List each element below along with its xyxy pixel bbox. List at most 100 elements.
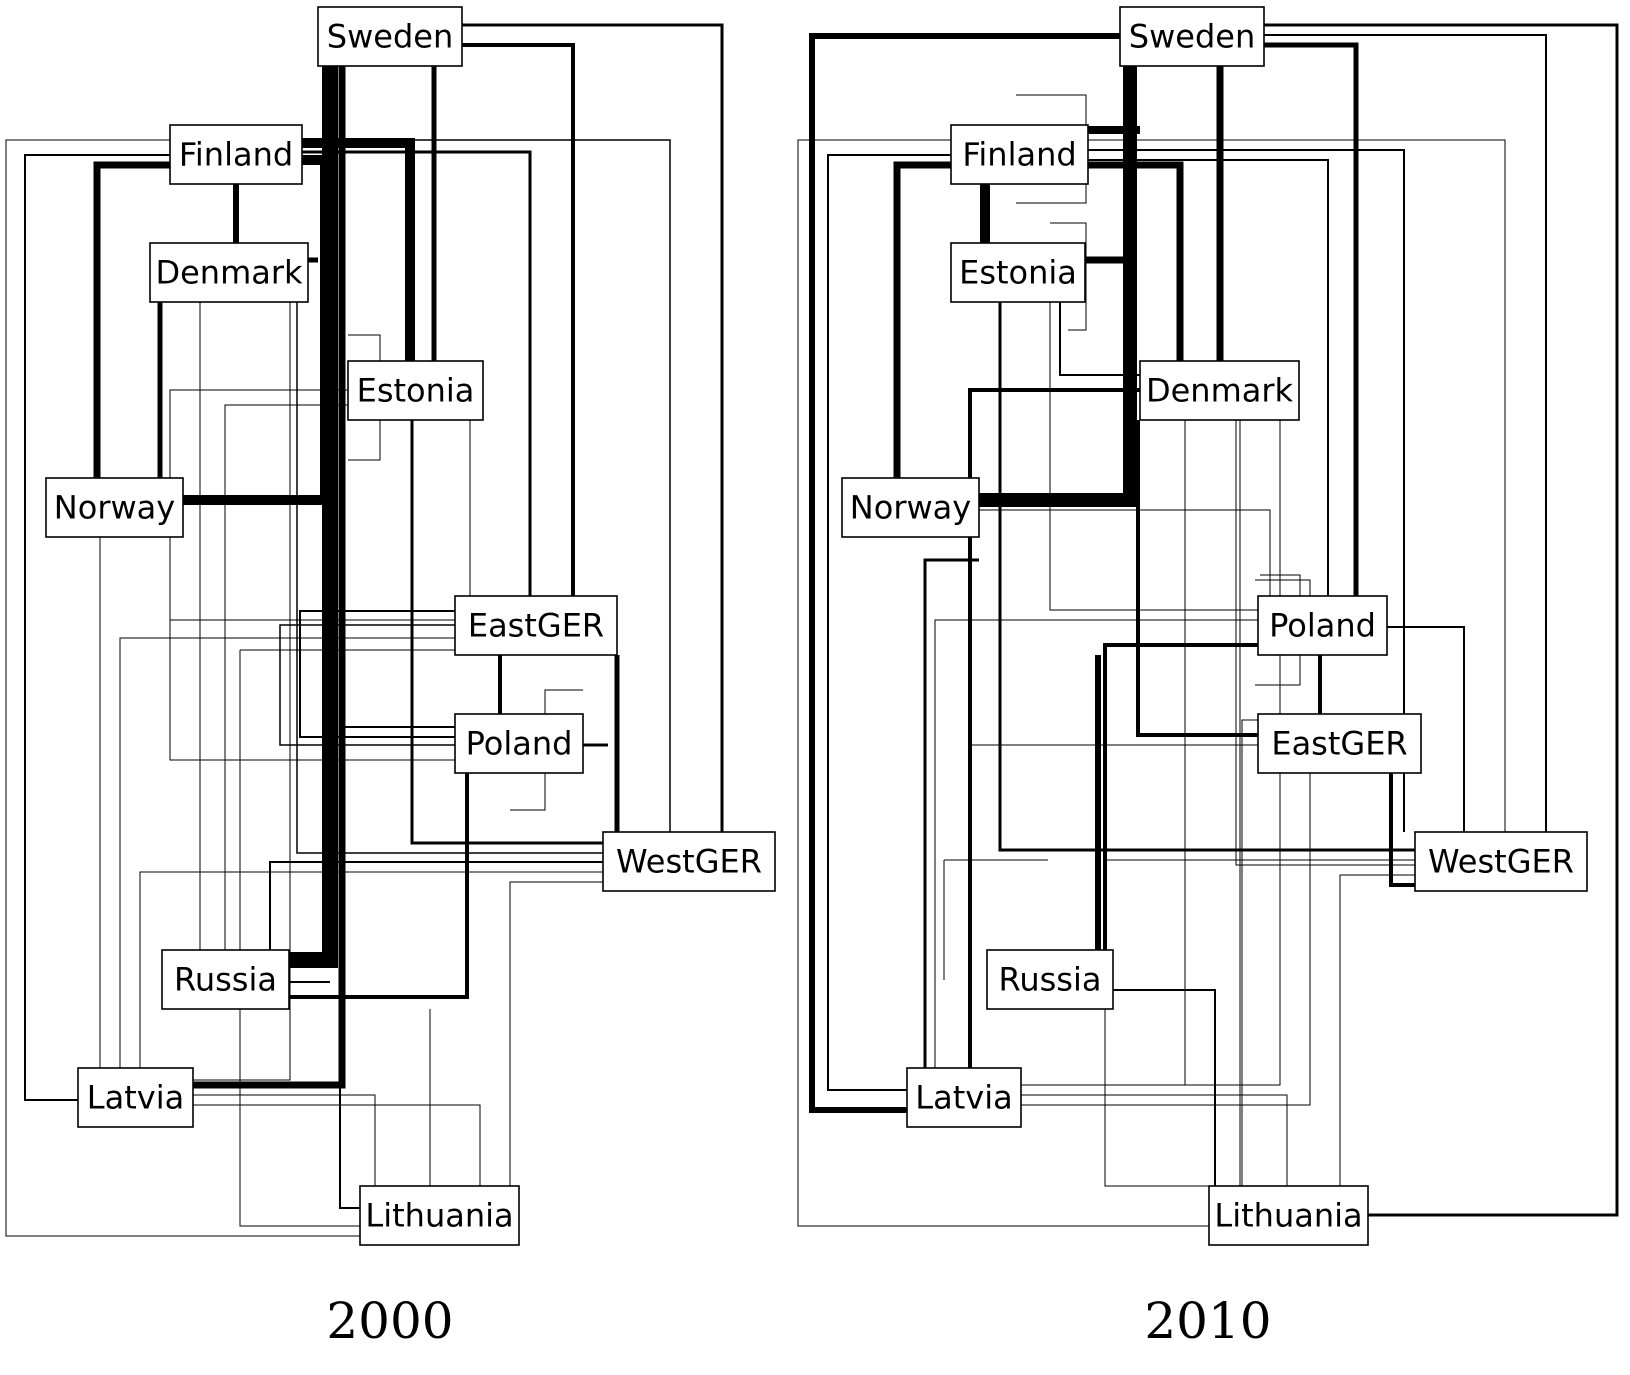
- node-finland[interactable]: Finland: [169, 124, 303, 185]
- edge-line: [24, 154, 170, 1101]
- edge-line: [1049, 302, 1258, 611]
- edge-line: [979, 509, 1271, 596]
- node-lithuania[interactable]: Lithuania: [1208, 1185, 1369, 1246]
- nodes-2010: Sweden Finland Estonia Denmark Norway Poland E…: [841, 6, 1588, 1246]
- node-label: Denmark: [155, 254, 303, 292]
- edge-line: [1136, 420, 1258, 737]
- node-label: Finland: [962, 136, 1076, 174]
- node-label: EastGER: [1271, 725, 1407, 763]
- edge-line: [193, 1094, 376, 1186]
- node-russia[interactable]: Russia: [986, 949, 1114, 1010]
- node-eastger[interactable]: EastGER: [1257, 713, 1422, 774]
- edge-line: [183, 155, 330, 505]
- edge-line: [410, 420, 603, 845]
- node-estonia[interactable]: Estonia: [950, 242, 1086, 303]
- node-denmark[interactable]: Denmark: [1139, 360, 1300, 421]
- node-box: [1257, 713, 1422, 774]
- node-label: Sweden: [327, 18, 453, 56]
- edge-line: [1387, 626, 1465, 832]
- node-norway[interactable]: Norway: [841, 477, 980, 538]
- panel-title-2000: 2000: [326, 1292, 453, 1350]
- node-box: [1208, 1185, 1369, 1246]
- node-box: [950, 124, 1089, 185]
- node-box: [841, 477, 980, 538]
- node-sweden[interactable]: Sweden: [317, 6, 463, 67]
- edge-line: [1264, 34, 1547, 832]
- node-westger[interactable]: WestGER: [602, 831, 776, 892]
- edge-line: [1021, 773, 1311, 1106]
- edge-line: [1241, 719, 1258, 1186]
- edge-line: [5, 139, 360, 1237]
- edge-line: [469, 419, 483, 596]
- node-poland[interactable]: Poland: [454, 713, 584, 774]
- edge-line: [934, 619, 1258, 1068]
- edges-2000: [5, 23, 724, 1237]
- edge-line: [1264, 42, 1359, 596]
- node-estonia[interactable]: Estonia: [347, 360, 484, 421]
- node-label: Latvia: [915, 1079, 1012, 1117]
- node-sweden[interactable]: Sweden: [1119, 6, 1265, 67]
- edge-line: [1235, 420, 1415, 866]
- panel-title-2010: 2010: [1144, 1292, 1271, 1350]
- node-russia[interactable]: Russia: [161, 949, 290, 1010]
- node-poland[interactable]: Poland: [1257, 595, 1388, 656]
- panel-2010: Sweden Finland Estonia Denmark Norway Poland E…: [797, 6, 1619, 1350]
- edge-line: [1088, 161, 1184, 361]
- edge-line: [1088, 159, 1329, 596]
- node-lithuania[interactable]: Lithuania: [359, 1185, 520, 1246]
- edge-line: [139, 871, 603, 1068]
- edge-line: [462, 43, 575, 596]
- edge-line: [1264, 23, 1619, 1217]
- edge-line: [998, 302, 1415, 852]
- node-eastger[interactable]: EastGER: [454, 595, 618, 656]
- node-box: [317, 6, 463, 67]
- node-label: WestGER: [616, 843, 762, 881]
- node-finland[interactable]: Finland: [950, 124, 1089, 185]
- node-label: Lithuania: [1214, 1197, 1362, 1235]
- node-label: Sweden: [1129, 18, 1255, 56]
- edge-line: [827, 154, 951, 1091]
- node-latvia[interactable]: Latvia: [906, 1067, 1022, 1128]
- edge-line: [169, 537, 455, 621]
- node-westger[interactable]: WestGER: [1414, 831, 1588, 892]
- edge-line: [1059, 302, 1140, 376]
- node-label: Finland: [179, 136, 293, 174]
- node-box: [986, 949, 1114, 1010]
- node-box: [1139, 360, 1300, 421]
- node-box: [347, 360, 484, 421]
- node-label: EastGER: [468, 607, 604, 645]
- edge-line: [93, 161, 170, 478]
- edge-line: [1088, 149, 1405, 832]
- edge-line: [119, 637, 455, 1068]
- node-box: [169, 124, 303, 185]
- edge-line: [269, 861, 603, 950]
- node-box: [602, 831, 776, 892]
- edge-line: [193, 302, 291, 1081]
- edge-line: [809, 33, 1120, 1113]
- node-latvia[interactable]: Latvia: [77, 1067, 194, 1128]
- node-label: Lithuania: [365, 1197, 513, 1235]
- edge-line: [462, 23, 724, 832]
- edge-line: [509, 881, 603, 1186]
- edge-line: [302, 138, 415, 361]
- edge-line: [224, 404, 348, 950]
- panel-2000: Sweden Finland Denmark Estonia Norway EastGER…: [5, 6, 776, 1350]
- edge-line: [302, 139, 671, 832]
- edge-line: [1389, 773, 1415, 887]
- node-box: [1257, 595, 1388, 656]
- node-label: Estonia: [959, 254, 1077, 292]
- edge-line: [1104, 859, 1415, 1187]
- edge-line: [1021, 1094, 1288, 1186]
- edge-line: [1339, 874, 1415, 1186]
- node-label: Poland: [1269, 607, 1376, 645]
- node-box: [77, 1067, 194, 1128]
- edge-line: [193, 1104, 481, 1186]
- node-norway[interactable]: Norway: [45, 477, 184, 538]
- node-label: Russia: [174, 961, 277, 999]
- node-box: [1119, 6, 1265, 67]
- node-denmark[interactable]: Denmark: [149, 242, 309, 303]
- edge-line: [302, 150, 532, 596]
- node-box: [454, 713, 584, 774]
- edge-line: [797, 139, 1209, 1227]
